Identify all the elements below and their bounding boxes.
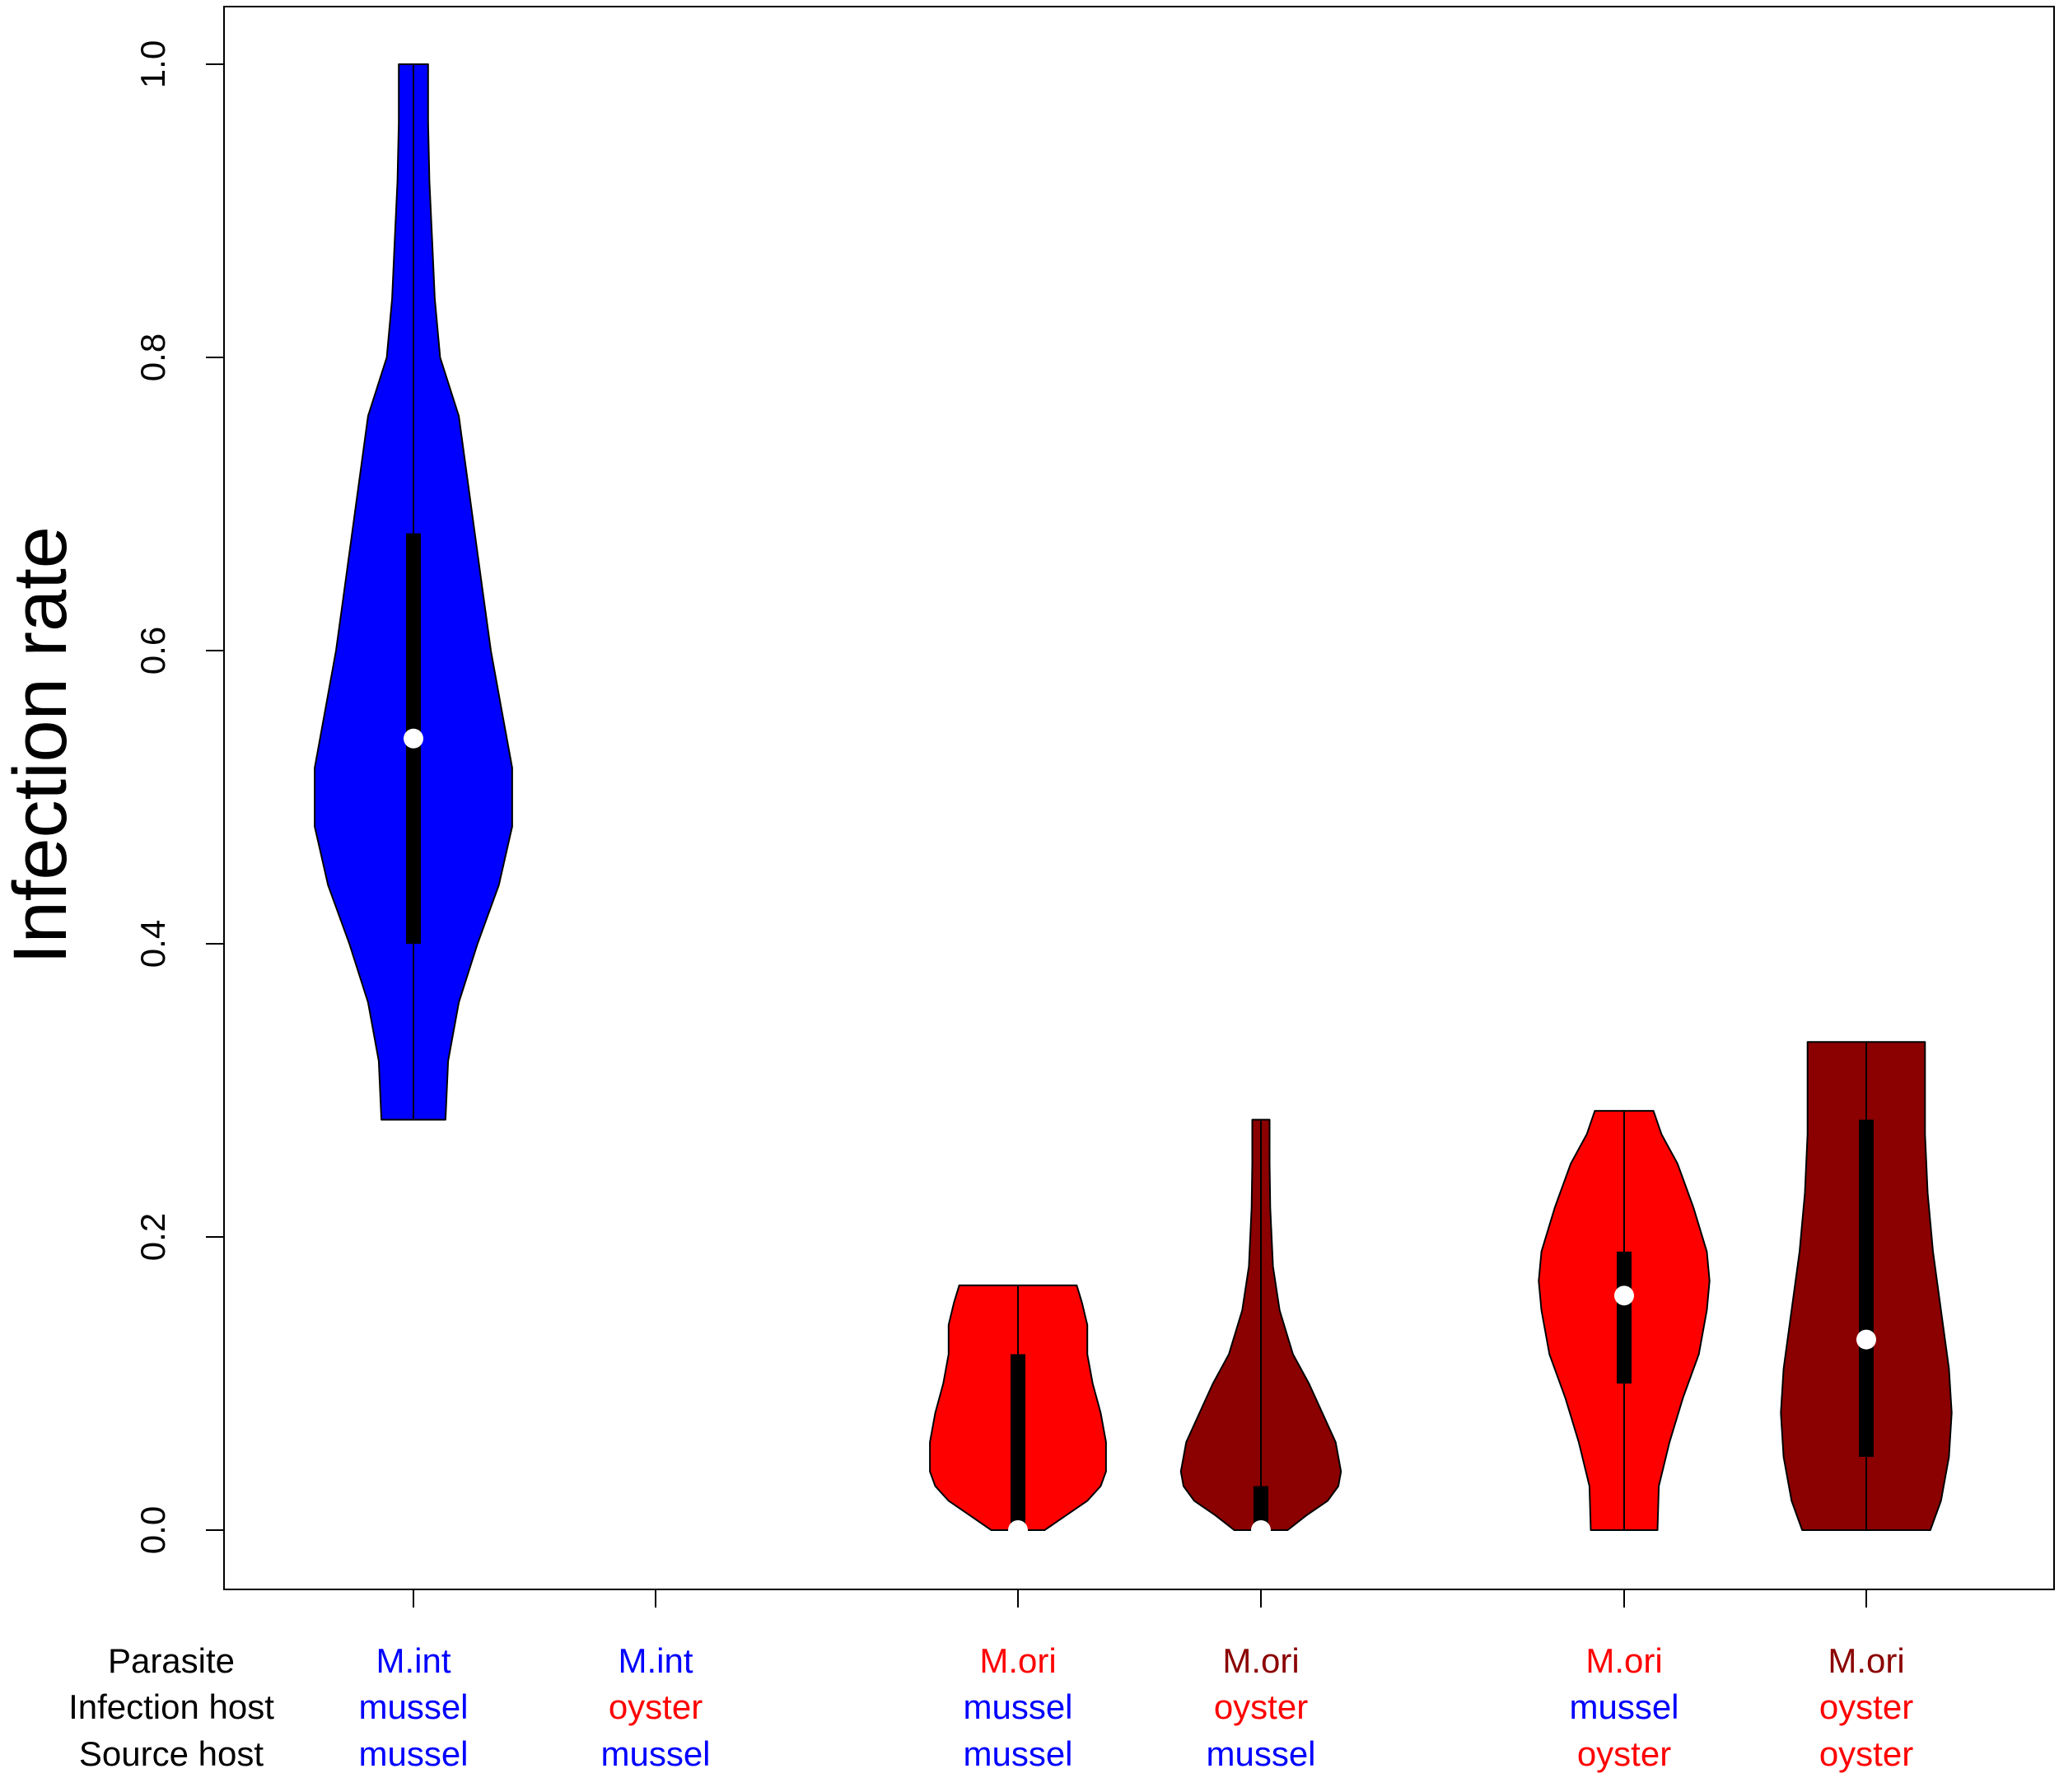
group-label-infection-host: mussel xyxy=(1569,1687,1678,1726)
violin-median-dot xyxy=(1008,1520,1028,1540)
group-label-source-host: mussel xyxy=(358,1734,468,1773)
row-labels: Parasite Infection host Source host M.int mu… xyxy=(68,1641,1913,1773)
violin-iqr-box xyxy=(1011,1354,1025,1530)
group-label-parasite: M.ori xyxy=(979,1641,1056,1680)
row-label: Infection host xyxy=(68,1687,274,1726)
group-label-source-host: mussel xyxy=(963,1734,1072,1773)
y-axis-title: Infection rate xyxy=(0,526,82,964)
violin-median-dot xyxy=(404,728,423,749)
group-label-source-host: mussel xyxy=(600,1734,710,1773)
y-tick-label: 0.2 xyxy=(133,1213,172,1261)
row-label: Parasite xyxy=(108,1641,235,1680)
violin-iqr-box xyxy=(1859,1119,1874,1457)
group-label-parasite: M.ori xyxy=(1828,1641,1904,1680)
group-label-parasite: M.ori xyxy=(1222,1641,1299,1680)
row-label: Source host xyxy=(79,1734,264,1773)
violins xyxy=(314,63,1953,1540)
group-label-infection-host: mussel xyxy=(358,1687,468,1726)
group-label-source-host: oyster xyxy=(1819,1734,1913,1773)
group-label-source-host: mussel xyxy=(1206,1734,1315,1773)
violin-median-dot xyxy=(1856,1329,1876,1350)
group-label-infection-host: oyster xyxy=(609,1687,703,1726)
x-axis xyxy=(413,1589,1867,1608)
group-label-parasite: M.int xyxy=(376,1641,451,1680)
y-tick-label: 1.0 xyxy=(133,40,172,88)
group-label-infection-host: mussel xyxy=(963,1687,1072,1726)
group-label-parasite: M.int xyxy=(618,1641,693,1680)
y-tick-label: 0.4 xyxy=(133,920,172,968)
group-label-parasite: M.ori xyxy=(1585,1641,1662,1680)
violin-iqr-box xyxy=(1617,1251,1632,1384)
y-axis: 0.0 0.2 0.4 0.6 0.8 1.0 xyxy=(133,40,224,1554)
group-label-infection-host: oyster xyxy=(1214,1687,1308,1726)
violin-median-dot xyxy=(1614,1286,1634,1306)
y-tick-label: 0.6 xyxy=(133,627,172,674)
y-tick-label: 0.8 xyxy=(133,334,172,381)
group-label-infection-host: oyster xyxy=(1819,1687,1913,1726)
group-label-source-host: oyster xyxy=(1577,1734,1671,1773)
y-tick-label: 0.0 xyxy=(133,1506,172,1554)
violin-iqr-box xyxy=(1254,1486,1268,1530)
violin-median-dot xyxy=(1251,1520,1271,1540)
